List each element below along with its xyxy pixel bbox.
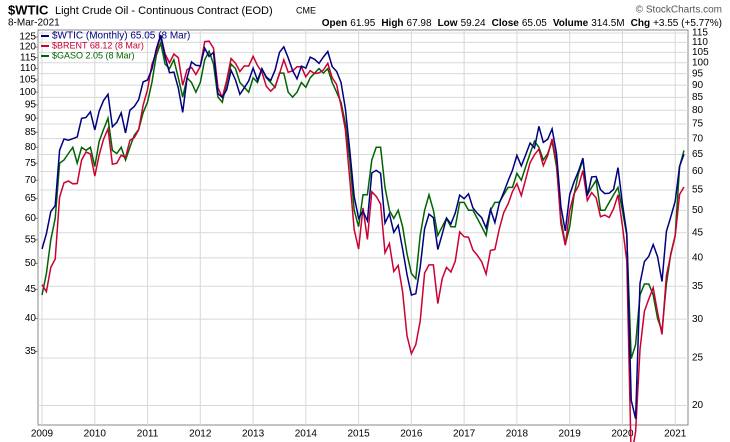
y2-tick-label: 80 — [25, 142, 37, 153]
y-tick-label: 25 — [692, 353, 704, 364]
y2-tick-label: 45 — [25, 284, 37, 295]
stat-value: 61.95 — [350, 18, 375, 29]
y-tick-label: 90 — [692, 80, 704, 91]
stat-value: 65.05 — [522, 18, 547, 29]
y2-tick-label: 35 — [25, 346, 37, 357]
series-line — [41, 40, 685, 359]
y-tick-label: 65 — [692, 149, 704, 160]
x-tick-label: 2019 — [559, 429, 582, 440]
y-tick-label: 20 — [692, 400, 704, 411]
stat-label: High — [381, 18, 403, 29]
series-line — [41, 35, 685, 442]
y2-tick-label: 100 — [19, 87, 36, 98]
y2-tick-label: 95 — [25, 99, 37, 110]
y-tick-label: 110 — [692, 37, 708, 48]
symbol: $WTIC — [8, 2, 49, 17]
copyright: © StockCharts.com — [636, 5, 722, 16]
x-tick-label: 2013 — [242, 429, 265, 440]
y2-tick-label: 120 — [19, 42, 36, 53]
y-tick-label: 60 — [692, 166, 704, 177]
y-tick-label: 30 — [692, 314, 704, 325]
stat-label: Close — [492, 18, 520, 29]
y2-tick-label: 55 — [25, 235, 37, 246]
y2-tick-label: 90 — [25, 113, 37, 124]
y-tick-label: 70 — [692, 133, 704, 144]
x-tick-label: 2020 — [611, 429, 634, 440]
x-tick-label: 2014 — [295, 429, 318, 440]
stat-label: Volume — [553, 18, 589, 29]
stat-value: 59.24 — [461, 18, 486, 29]
series-line — [41, 34, 685, 419]
x-tick-label: 2016 — [400, 429, 423, 440]
x-tick-label: 2012 — [189, 429, 212, 440]
stat-value: 67.98 — [407, 18, 432, 29]
stat-label: Open — [322, 18, 348, 29]
y-tick-label: 55 — [692, 185, 704, 196]
y2-tick-label: 85 — [25, 127, 37, 138]
legend-label: $WTIC (Monthly) 65.05 (8 Mar) — [52, 31, 190, 42]
legend-label: $GASO 2.05 (8 Mar) — [52, 50, 135, 60]
x-tick-label: 2010 — [84, 429, 107, 440]
y2-tick-label: 65 — [25, 193, 37, 204]
x-tick-label: 2017 — [453, 429, 476, 440]
y-tick-label: 95 — [692, 68, 704, 79]
plot-frame — [37, 29, 689, 426]
stat-label: Chg — [631, 18, 650, 29]
stat-value: +3.55 (+5.77%) — [653, 18, 722, 29]
y2-tick-label: 60 — [25, 213, 37, 224]
y2-tick-label: 110 — [20, 63, 36, 74]
y-tick-label: 100 — [692, 57, 709, 68]
y2-tick-label: 125 — [19, 32, 36, 43]
x-tick-label: 2011 — [137, 429, 159, 440]
y2-tick-label: 75 — [25, 158, 37, 169]
y2-tick-label: 50 — [25, 258, 37, 269]
x-tick-label: 2018 — [506, 429, 529, 440]
y-tick-label: 40 — [692, 253, 704, 264]
y-tick-label: 80 — [692, 105, 704, 116]
y-tick-label: 115 — [692, 28, 708, 39]
legend-label: $BRENT 68.12 (8 Mar) — [52, 40, 144, 50]
x-tick-label: 2009 — [31, 429, 54, 440]
y-tick-label: 45 — [692, 227, 704, 238]
y2-tick-label: 70 — [25, 175, 37, 186]
exchange: CME — [296, 5, 316, 15]
y-tick-label: 85 — [692, 92, 704, 103]
y2-tick-label: 40 — [25, 313, 37, 324]
stat-value: 314.5M — [591, 18, 624, 29]
x-tick-label: 2021 — [664, 429, 687, 440]
y-tick-label: 35 — [692, 281, 704, 292]
y-tick-label: 75 — [692, 119, 704, 130]
y-tick-label: 105 — [692, 47, 709, 58]
y-tick-label: 50 — [692, 205, 704, 216]
y2-tick-label: 115 — [20, 52, 36, 63]
date: 8-Mar-2021 — [8, 18, 60, 29]
price-stats: Open 61.95 High 67.98 Low 59.24 Close 65.05 Volu… — [322, 18, 722, 29]
stat-label: Low — [438, 18, 458, 29]
instrument-name: Light Crude Oil - Continuous Contract (E… — [55, 5, 273, 17]
y2-tick-label: 105 — [19, 75, 36, 86]
x-tick-label: 2015 — [347, 429, 370, 440]
